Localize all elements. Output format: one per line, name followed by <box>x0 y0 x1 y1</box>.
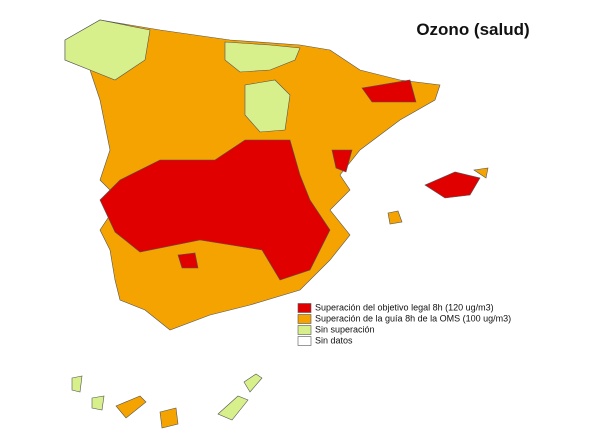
canary-2 <box>91 395 105 411</box>
legend-label: Superación del objetivo legal 8h (120 ug… <box>315 302 494 312</box>
canary-1 <box>71 375 83 393</box>
canary-4 <box>159 407 179 429</box>
map-title: Ozono (salud) <box>416 20 529 39</box>
region-catalonia <box>361 79 417 103</box>
legend-label: Sin datos <box>315 335 353 345</box>
legend-swatch <box>297 303 312 313</box>
canary-6 <box>243 373 263 393</box>
legend-swatch <box>297 336 312 346</box>
region-galicia <box>64 19 151 81</box>
legend-swatch <box>297 325 312 335</box>
region-ibiza <box>387 210 403 225</box>
legend: Superación del objetivo legal 8h (120 ug… <box>297 302 511 346</box>
legend-swatch <box>297 314 312 324</box>
region-cantabria <box>224 41 301 73</box>
legend-label: Sin superación <box>315 324 375 334</box>
region-centre <box>99 139 331 281</box>
region-andalusia-spot <box>177 252 199 269</box>
region-mallorca <box>424 171 481 199</box>
region-rioja <box>244 79 291 133</box>
canary-5 <box>217 395 249 421</box>
canary-3 <box>115 395 147 419</box>
region-castellon <box>331 149 353 173</box>
region-menorca <box>473 167 489 179</box>
map <box>64 19 489 429</box>
legend-label: Superación de la guía 8h de la OMS (100 … <box>315 313 511 323</box>
